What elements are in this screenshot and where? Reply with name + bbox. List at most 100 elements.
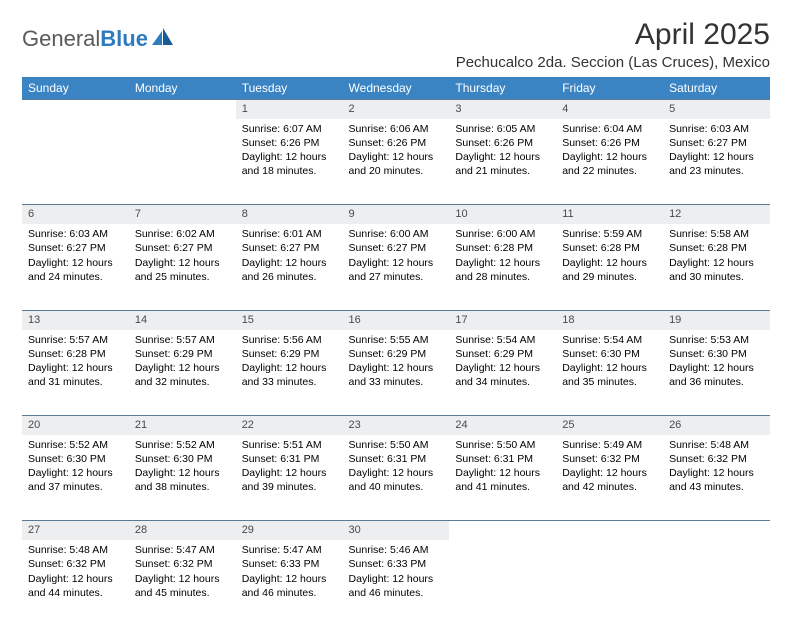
sunset-text: Sunset: 6:27 PM bbox=[28, 241, 123, 255]
title-block: April 2025 Pechucalco 2da. Seccion (Las … bbox=[456, 18, 770, 71]
sunset-text: Sunset: 6:26 PM bbox=[349, 136, 444, 150]
day-cell: Sunrise: 5:51 AMSunset: 6:31 PMDaylight:… bbox=[236, 435, 343, 521]
sail-icon bbox=[152, 28, 174, 51]
sunset-text: Sunset: 6:28 PM bbox=[562, 241, 657, 255]
sunrise-text: Sunrise: 5:48 AM bbox=[669, 438, 764, 452]
day-number-cell bbox=[449, 521, 556, 540]
day-cell: Sunrise: 5:50 AMSunset: 6:31 PMDaylight:… bbox=[343, 435, 450, 521]
daylight-text: Daylight: 12 hours and 26 minutes. bbox=[242, 256, 337, 284]
sunrise-text: Sunrise: 5:46 AM bbox=[349, 543, 444, 557]
day-number-cell: 17 bbox=[449, 310, 556, 329]
day-cell-body: Sunrise: 5:59 AMSunset: 6:28 PMDaylight:… bbox=[556, 224, 663, 290]
day-number-cell: 4 bbox=[556, 100, 663, 119]
sunrise-text: Sunrise: 6:03 AM bbox=[669, 122, 764, 136]
day-cell: Sunrise: 5:56 AMSunset: 6:29 PMDaylight:… bbox=[236, 330, 343, 416]
sunset-text: Sunset: 6:30 PM bbox=[669, 347, 764, 361]
weekday-header: Friday bbox=[556, 77, 663, 100]
day-number-row: 13141516171819 bbox=[22, 310, 770, 329]
day-body-row: Sunrise: 6:03 AMSunset: 6:27 PMDaylight:… bbox=[22, 224, 770, 310]
day-number-cell bbox=[556, 521, 663, 540]
sunset-text: Sunset: 6:28 PM bbox=[28, 347, 123, 361]
sunrise-text: Sunrise: 5:52 AM bbox=[28, 438, 123, 452]
sunset-text: Sunset: 6:29 PM bbox=[242, 347, 337, 361]
day-cell: Sunrise: 6:04 AMSunset: 6:26 PMDaylight:… bbox=[556, 119, 663, 205]
daylight-text: Daylight: 12 hours and 27 minutes. bbox=[349, 256, 444, 284]
sunrise-text: Sunrise: 5:57 AM bbox=[135, 333, 230, 347]
daylight-text: Daylight: 12 hours and 45 minutes. bbox=[135, 572, 230, 600]
weekday-header: Saturday bbox=[663, 77, 770, 100]
weekday-header-row: Sunday Monday Tuesday Wednesday Thursday… bbox=[22, 77, 770, 100]
sunset-text: Sunset: 6:27 PM bbox=[135, 241, 230, 255]
day-cell-body: Sunrise: 6:03 AMSunset: 6:27 PMDaylight:… bbox=[663, 119, 770, 185]
day-number-cell: 8 bbox=[236, 205, 343, 224]
sunset-text: Sunset: 6:32 PM bbox=[562, 452, 657, 466]
day-number-cell: 13 bbox=[22, 310, 129, 329]
daylight-text: Daylight: 12 hours and 33 minutes. bbox=[349, 361, 444, 389]
logo-general: General bbox=[22, 26, 100, 51]
day-cell-body: Sunrise: 5:48 AMSunset: 6:32 PMDaylight:… bbox=[663, 435, 770, 501]
day-number-cell: 24 bbox=[449, 416, 556, 435]
day-cell: Sunrise: 6:00 AMSunset: 6:28 PMDaylight:… bbox=[449, 224, 556, 310]
daylight-text: Daylight: 12 hours and 34 minutes. bbox=[455, 361, 550, 389]
daylight-text: Daylight: 12 hours and 28 minutes. bbox=[455, 256, 550, 284]
day-number-row: 12345 bbox=[22, 100, 770, 119]
daylight-text: Daylight: 12 hours and 30 minutes. bbox=[669, 256, 764, 284]
day-number-cell: 7 bbox=[129, 205, 236, 224]
sunset-text: Sunset: 6:29 PM bbox=[455, 347, 550, 361]
daylight-text: Daylight: 12 hours and 22 minutes. bbox=[562, 150, 657, 178]
day-number-cell: 11 bbox=[556, 205, 663, 224]
day-number-cell: 12 bbox=[663, 205, 770, 224]
sunrise-text: Sunrise: 5:59 AM bbox=[562, 227, 657, 241]
daylight-text: Daylight: 12 hours and 21 minutes. bbox=[455, 150, 550, 178]
sunrise-text: Sunrise: 5:54 AM bbox=[562, 333, 657, 347]
weekday-header: Thursday bbox=[449, 77, 556, 100]
day-cell-body: Sunrise: 5:52 AMSunset: 6:30 PMDaylight:… bbox=[129, 435, 236, 501]
day-number-cell: 20 bbox=[22, 416, 129, 435]
day-cell: Sunrise: 5:50 AMSunset: 6:31 PMDaylight:… bbox=[449, 435, 556, 521]
sunrise-text: Sunrise: 5:54 AM bbox=[455, 333, 550, 347]
day-cell: Sunrise: 5:58 AMSunset: 6:28 PMDaylight:… bbox=[663, 224, 770, 310]
day-cell: Sunrise: 5:53 AMSunset: 6:30 PMDaylight:… bbox=[663, 330, 770, 416]
day-number-cell: 18 bbox=[556, 310, 663, 329]
day-cell: Sunrise: 5:57 AMSunset: 6:29 PMDaylight:… bbox=[129, 330, 236, 416]
day-cell bbox=[22, 119, 129, 205]
sunrise-text: Sunrise: 6:02 AM bbox=[135, 227, 230, 241]
day-number-cell: 22 bbox=[236, 416, 343, 435]
sunrise-text: Sunrise: 5:49 AM bbox=[562, 438, 657, 452]
sunrise-text: Sunrise: 6:03 AM bbox=[28, 227, 123, 241]
day-cell: Sunrise: 5:46 AMSunset: 6:33 PMDaylight:… bbox=[343, 540, 450, 626]
weekday-header: Wednesday bbox=[343, 77, 450, 100]
sunset-text: Sunset: 6:33 PM bbox=[242, 557, 337, 571]
day-cell-body: Sunrise: 5:58 AMSunset: 6:28 PMDaylight:… bbox=[663, 224, 770, 290]
daylight-text: Daylight: 12 hours and 43 minutes. bbox=[669, 466, 764, 494]
sunrise-text: Sunrise: 5:53 AM bbox=[669, 333, 764, 347]
day-number-cell: 16 bbox=[343, 310, 450, 329]
sunrise-text: Sunrise: 6:00 AM bbox=[349, 227, 444, 241]
daylight-text: Daylight: 12 hours and 38 minutes. bbox=[135, 466, 230, 494]
sunrise-text: Sunrise: 6:06 AM bbox=[349, 122, 444, 136]
weekday-header: Tuesday bbox=[236, 77, 343, 100]
day-cell-body: Sunrise: 6:00 AMSunset: 6:28 PMDaylight:… bbox=[449, 224, 556, 290]
sunset-text: Sunset: 6:27 PM bbox=[349, 241, 444, 255]
daylight-text: Daylight: 12 hours and 39 minutes. bbox=[242, 466, 337, 494]
sunrise-text: Sunrise: 5:50 AM bbox=[455, 438, 550, 452]
day-cell: Sunrise: 5:47 AMSunset: 6:32 PMDaylight:… bbox=[129, 540, 236, 626]
day-cell-body: Sunrise: 5:51 AMSunset: 6:31 PMDaylight:… bbox=[236, 435, 343, 501]
sunset-text: Sunset: 6:29 PM bbox=[135, 347, 230, 361]
day-cell: Sunrise: 6:00 AMSunset: 6:27 PMDaylight:… bbox=[343, 224, 450, 310]
logo: GeneralBlue bbox=[22, 18, 174, 52]
sunrise-text: Sunrise: 5:47 AM bbox=[135, 543, 230, 557]
day-body-row: Sunrise: 6:07 AMSunset: 6:26 PMDaylight:… bbox=[22, 119, 770, 205]
daylight-text: Daylight: 12 hours and 20 minutes. bbox=[349, 150, 444, 178]
day-number-cell: 1 bbox=[236, 100, 343, 119]
weekday-header: Sunday bbox=[22, 77, 129, 100]
daylight-text: Daylight: 12 hours and 31 minutes. bbox=[28, 361, 123, 389]
daylight-text: Daylight: 12 hours and 44 minutes. bbox=[28, 572, 123, 600]
sunrise-text: Sunrise: 5:57 AM bbox=[28, 333, 123, 347]
daylight-text: Daylight: 12 hours and 25 minutes. bbox=[135, 256, 230, 284]
day-number-cell: 3 bbox=[449, 100, 556, 119]
sunset-text: Sunset: 6:30 PM bbox=[28, 452, 123, 466]
sunset-text: Sunset: 6:30 PM bbox=[135, 452, 230, 466]
day-cell: Sunrise: 6:01 AMSunset: 6:27 PMDaylight:… bbox=[236, 224, 343, 310]
sunrise-text: Sunrise: 5:52 AM bbox=[135, 438, 230, 452]
